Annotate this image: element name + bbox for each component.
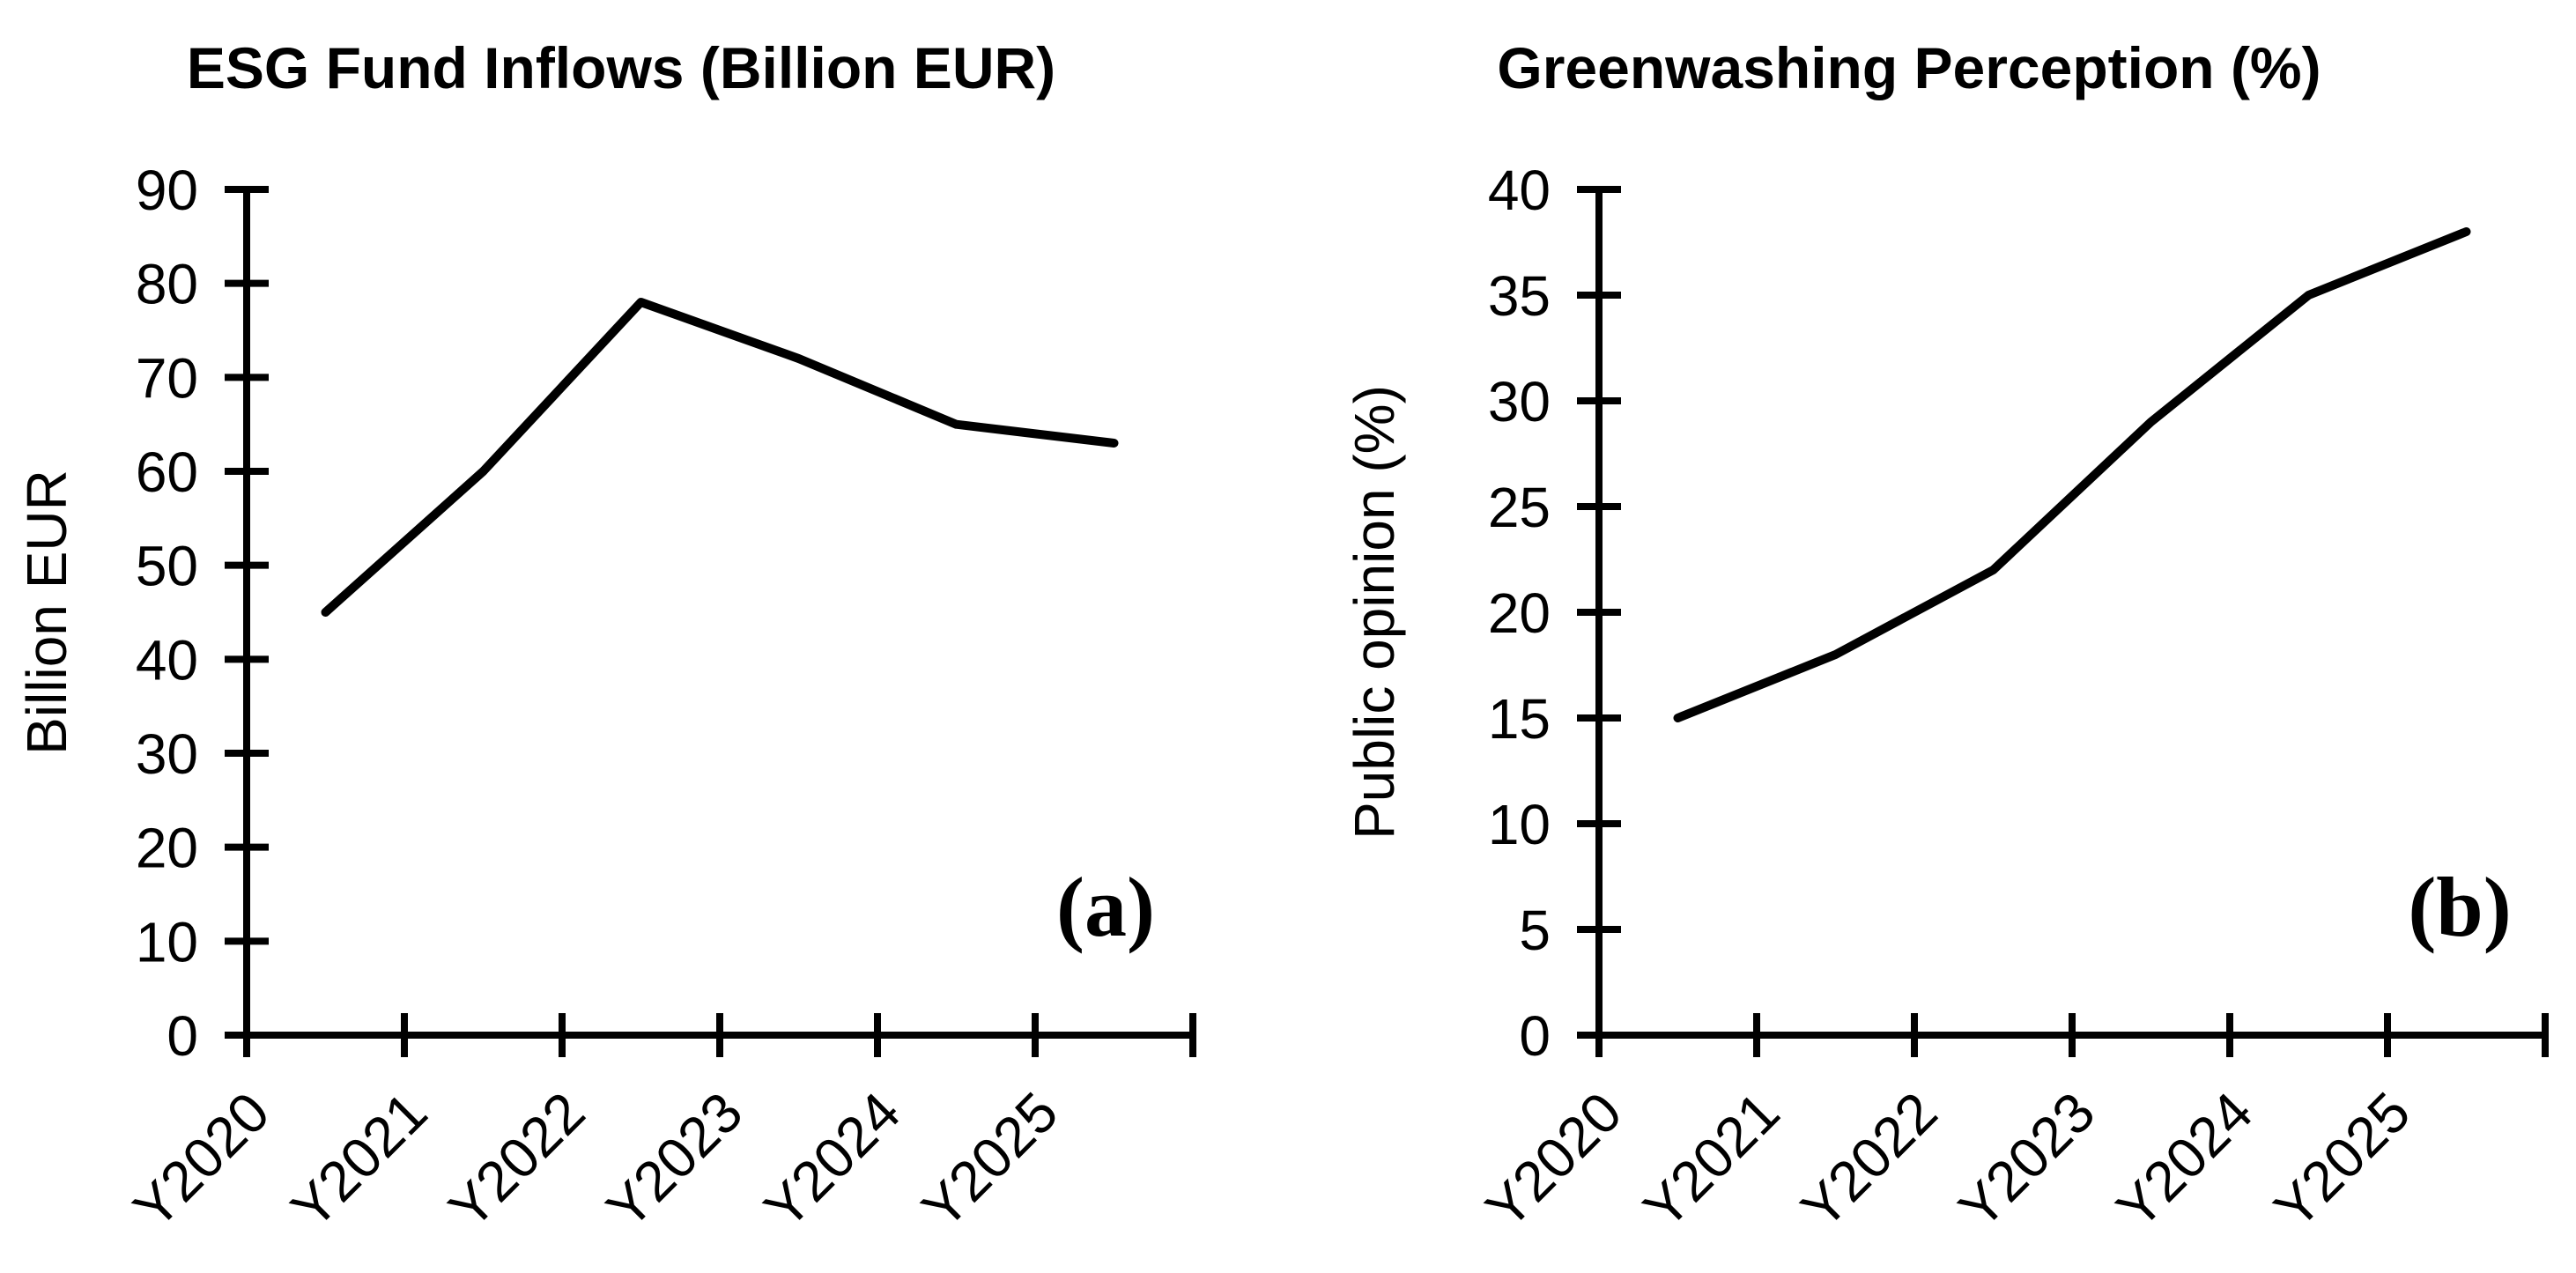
y-tick-label: 30 xyxy=(136,722,198,786)
chart-a-svg: ESG Fund Inflows (Billion EUR) 0 10 20 30 40 5… xyxy=(15,35,1196,1240)
y-tick-label: 30 xyxy=(1488,370,1551,433)
y-tick-label: 60 xyxy=(136,440,198,504)
x-tick-label: Y2022 xyxy=(1789,1080,1950,1240)
x-tick-label: Y2021 xyxy=(279,1080,440,1240)
y-tick-label: 0 xyxy=(167,1004,198,1068)
y-tick-label: 10 xyxy=(1488,793,1551,856)
x-tick-label: Y2020 xyxy=(1474,1080,1634,1240)
y-tick-label: 70 xyxy=(136,346,198,410)
y-tick-label: 10 xyxy=(136,910,198,973)
y-tick-label: 80 xyxy=(136,253,198,316)
y-tick-label: 25 xyxy=(1488,476,1551,539)
y-tick-label: 90 xyxy=(136,159,198,222)
x-tick-label: Y2022 xyxy=(437,1080,597,1240)
y-axis-title: Public opinion (%) xyxy=(1343,385,1406,840)
y-axis-title: Billion EUR xyxy=(15,470,78,755)
y-tick-label: 20 xyxy=(136,817,198,880)
chart-b-svg: Greenwashing Perception (%) 0 5 10 15 20 25 30 3… xyxy=(1343,35,2549,1240)
chart-title: Greenwashing Perception (%) xyxy=(1497,35,2321,100)
chart-panel-b: Greenwashing Perception (%) 0 5 10 15 20 25 30 3… xyxy=(1288,0,2576,1273)
series-line xyxy=(1673,227,2471,722)
x-tick-label: Y2024 xyxy=(2105,1080,2265,1240)
x-tick-label: Y2021 xyxy=(1632,1080,1792,1240)
y-tick-label: 35 xyxy=(1488,264,1551,328)
x-tick-label: Y2023 xyxy=(595,1080,755,1240)
chart-title: ESG Fund Inflows (Billion EUR) xyxy=(187,35,1055,100)
chart-panel-a: ESG Fund Inflows (Billion EUR) 0 10 20 30 40 5… xyxy=(15,35,1196,1240)
x-tick-label: Y2025 xyxy=(2262,1080,2423,1240)
y-tick-label: 20 xyxy=(1488,581,1551,645)
y-tick-label: 50 xyxy=(136,535,198,598)
panel-label: (a) xyxy=(1056,860,1155,954)
x-tick-label: Y2020 xyxy=(122,1080,282,1240)
y-tick-label: 40 xyxy=(136,628,198,692)
y-tick-label: 0 xyxy=(1519,1004,1551,1068)
panel-label: (b) xyxy=(2408,860,2511,954)
y-tick-label: 40 xyxy=(1488,159,1551,222)
y-tick-label: 15 xyxy=(1488,687,1551,751)
series-line xyxy=(321,298,1119,617)
x-tick-label: Y2024 xyxy=(752,1080,913,1240)
x-tick-label: Y2023 xyxy=(1947,1080,2107,1240)
y-tick-label: 5 xyxy=(1519,899,1551,962)
x-tick-label: Y2025 xyxy=(910,1080,1070,1240)
